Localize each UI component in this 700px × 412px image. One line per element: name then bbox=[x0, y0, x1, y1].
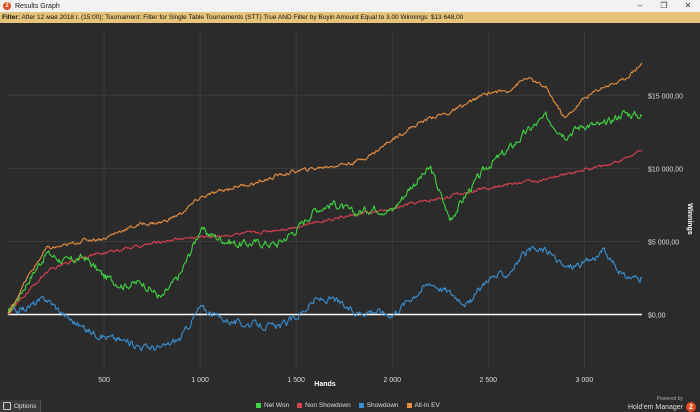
filter-description: After 12 мая 2018 г. (15:00); Tournament… bbox=[21, 14, 399, 21]
chart-grid bbox=[8, 31, 642, 370]
x-axis-ticks: 500 1 000 1 500 2 000 2 500 3 000 bbox=[98, 377, 593, 384]
series-line-net-won bbox=[7, 109, 643, 315]
x-tick-label: 1 000 bbox=[191, 377, 209, 384]
title-bar: 2 Results Graph – ❐ ✕ bbox=[0, 0, 700, 12]
brand-name-text: Hold'em Manager bbox=[627, 403, 683, 411]
x-tick-label: 1 500 bbox=[287, 377, 305, 384]
filter-summary: Filter: After 12 мая 2018 г. (15:00); To… bbox=[2, 14, 463, 21]
x-axis-title: Hands bbox=[314, 381, 336, 388]
chart-series bbox=[7, 62, 643, 352]
legend-label: All-In EV bbox=[414, 402, 440, 409]
series-line-all-in-ev bbox=[7, 62, 643, 315]
x-tick-label: 3 000 bbox=[576, 377, 594, 384]
legend-item-non-showdown[interactable]: Non Showdown bbox=[297, 402, 351, 409]
restore-button[interactable]: ❐ bbox=[660, 1, 668, 10]
series-line-showdown bbox=[7, 245, 643, 352]
options-icon bbox=[3, 402, 11, 410]
winnings-value: $13 648,00 bbox=[430, 14, 464, 21]
filter-bar: Filter: After 12 мая 2018 г. (15:00); To… bbox=[0, 12, 700, 23]
app-logo-icon: 2 bbox=[3, 2, 11, 10]
options-label: Options bbox=[14, 402, 37, 410]
powered-by-text: Powered by bbox=[656, 396, 683, 402]
legend-item-net-won[interactable]: Net Won bbox=[256, 402, 289, 409]
filter-label: Filter: bbox=[2, 14, 21, 21]
y-axis-title: Winnings bbox=[686, 203, 693, 235]
window-title: Results Graph bbox=[15, 2, 60, 10]
x-tick-label: 500 bbox=[98, 377, 110, 384]
legend-item-showdown[interactable]: Showdown bbox=[358, 402, 399, 409]
brand-logo: Powered by Hold'em Manager 2 bbox=[628, 396, 696, 412]
brand-badge-icon: 2 bbox=[686, 402, 696, 412]
window-controls: – ❐ ✕ bbox=[628, 0, 700, 12]
legend-label: Net Won bbox=[264, 402, 290, 409]
y-tick-label: $15 000,00 bbox=[648, 93, 683, 100]
results-graph-chart: 500 1 000 1 500 2 000 2 500 3 000 $0,00 $5 000… bbox=[7, 31, 693, 388]
series-line-non-showdown bbox=[7, 150, 643, 316]
brand-name: Hold'em Manager 2 bbox=[628, 402, 696, 412]
y-tick-label: $10 000,00 bbox=[648, 166, 683, 173]
legend-swatch-non-showdown bbox=[297, 403, 303, 408]
legend-swatch-showdown bbox=[358, 403, 364, 408]
legend-label: Showdown bbox=[366, 402, 399, 409]
y-tick-label: $0,00 bbox=[648, 312, 666, 319]
winnings-label: Winnings: bbox=[400, 14, 429, 21]
legend-item-all-in-ev[interactable]: All-In EV bbox=[406, 402, 440, 409]
legend-swatch-all-in-ev bbox=[406, 403, 412, 408]
legend-label: Non Showdown bbox=[305, 402, 351, 409]
y-tick-label: $5 000,00 bbox=[648, 239, 679, 246]
minimize-button[interactable]: – bbox=[637, 1, 643, 10]
legend-swatch-net-won bbox=[256, 403, 261, 408]
x-tick-label: 2 000 bbox=[383, 377, 401, 384]
chart-legend: Net Won Non Showdown Showdown All-In EV bbox=[256, 400, 448, 411]
x-tick-label: 2 500 bbox=[480, 377, 498, 384]
y-axis-ticks: $0,00 $5 000,00 $10 000,00 $15 000,00 bbox=[648, 93, 683, 319]
close-button[interactable]: ✕ bbox=[684, 1, 692, 10]
options-button[interactable]: Options bbox=[0, 400, 42, 412]
